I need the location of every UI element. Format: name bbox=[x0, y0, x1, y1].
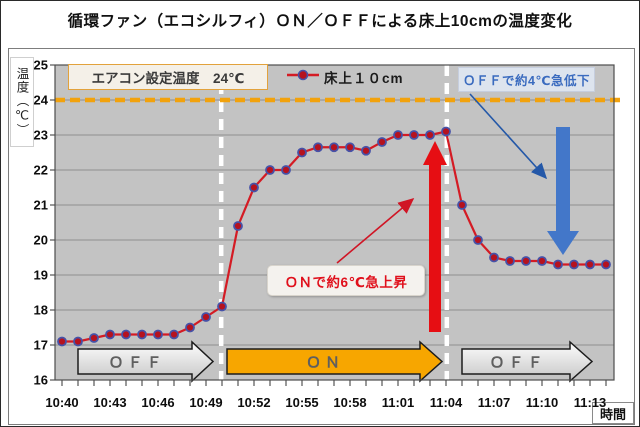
y-tick-label: 18 bbox=[33, 302, 48, 318]
series-legend-marker-icon bbox=[286, 68, 320, 86]
x-tick-label: 11:07 bbox=[477, 395, 511, 410]
phase-label-off-2: ＯＦＦ bbox=[489, 354, 547, 372]
y-tick-label: 23 bbox=[33, 127, 48, 143]
series-legend: 床上１０cm bbox=[286, 64, 404, 90]
y-tick-label: 16 bbox=[33, 372, 48, 388]
setpoint-legend-box: エアコン設定温度 24℃ bbox=[68, 64, 268, 90]
x-tick-label: 10:52 bbox=[237, 395, 271, 410]
annotation-on-rise: ＯＮで約6℃急上昇 bbox=[267, 265, 425, 296]
x-tick-label: 10:43 bbox=[93, 395, 127, 410]
y-tick-label: 19 bbox=[33, 267, 48, 283]
y-axis-title: 温度（℃） bbox=[10, 57, 34, 147]
series-legend-label: 床上１０cm bbox=[324, 71, 404, 86]
phase-label-off-1: ＯＦＦ bbox=[108, 354, 166, 372]
y-tick-label: 24 bbox=[33, 92, 48, 108]
x-tick-label: 11:04 bbox=[429, 395, 463, 410]
x-tick-label: 11:13 bbox=[573, 395, 607, 410]
y-tick-label: 22 bbox=[33, 162, 48, 178]
x-tick-label: 10:46 bbox=[141, 395, 175, 410]
x-axis-title: 時間 bbox=[592, 402, 634, 424]
x-tick-label: 11:10 bbox=[525, 395, 559, 410]
y-tick-label: 21 bbox=[33, 197, 48, 213]
annotation-off-drop: ＯＦＦで約4℃急低下 bbox=[458, 67, 595, 92]
x-tick-label: 10:49 bbox=[189, 395, 223, 410]
x-tick-label: 10:58 bbox=[333, 395, 367, 410]
phase-label-on: ＯＮ bbox=[305, 354, 345, 372]
y-tick-label: 25 bbox=[33, 57, 48, 73]
y-tick-label: 17 bbox=[33, 337, 48, 353]
chart-title: 循環ファン（エコシルフィ）ＯＮ／ＯＦＦによる床上10cmの温度変化 bbox=[67, 13, 573, 30]
y-tick-label: 20 bbox=[33, 232, 48, 248]
x-tick-label: 10:40 bbox=[45, 395, 79, 410]
x-tick-label: 11:01 bbox=[381, 395, 415, 410]
x-tick-label: 10:55 bbox=[285, 395, 319, 410]
